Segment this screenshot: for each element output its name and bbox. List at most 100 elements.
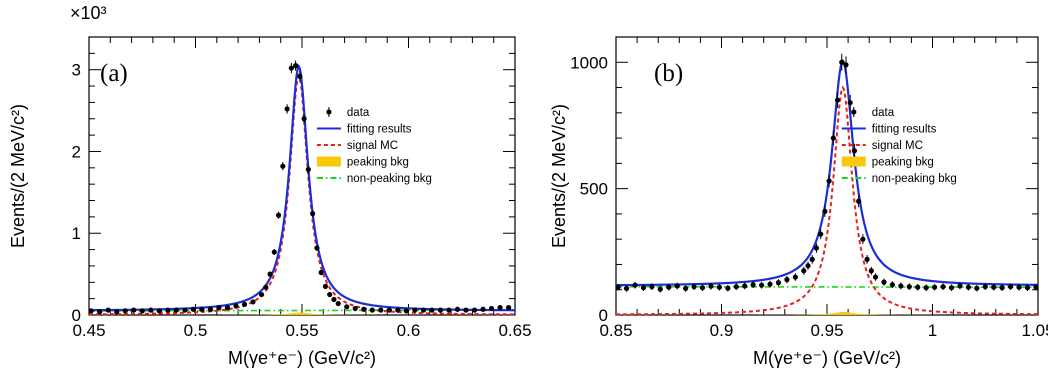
x-tick-label: 0.6 [397,321,421,340]
data-point [352,305,358,312]
data-point [88,308,94,314]
data-point [999,285,1005,291]
data-point [615,284,621,290]
data-point [839,59,845,65]
panel-label-a: (a) [100,60,128,87]
data-point [139,308,145,314]
panel-label-b: (b) [654,60,683,87]
legend-label: non-peaking bkg [872,173,957,185]
data-point [725,285,731,291]
x-tick-label: 0.65 [498,321,531,340]
data-point [173,307,179,313]
tick-labels-b: 0.85 0.9 0.95 1 1.05 0 500 1000 [570,53,1048,340]
signal-mc-line [89,73,515,316]
data-point [97,309,103,315]
x-tick-label: 0.45 [72,321,105,340]
data-point [207,306,214,312]
data-point [957,283,963,289]
data-point [674,283,680,289]
y-tick-label: 1000 [570,53,608,72]
data-point [830,135,836,141]
data-point [864,256,870,262]
y-axis-label-b: Events/(2 MeV/c²) [549,104,569,248]
data-point [335,300,341,307]
legend-label: non-peaking bkg [347,173,432,185]
data-point [216,305,222,311]
data-point [851,148,858,154]
data-point [843,62,849,68]
data-point [991,284,997,290]
data-point [872,274,879,280]
data-point [301,116,307,122]
data-point [881,279,887,285]
peaking-bkg-area [616,311,1038,315]
data-point [263,284,269,290]
data-point [454,306,461,312]
plot-area-a [88,60,516,316]
data-point [733,284,739,290]
y-tick-label: 1 [72,224,81,243]
data-point [305,166,311,173]
panel-a: 0.45 0.5 0.55 0.6 0.65 0 1 2 3 ×10³ (a) M(γe⁺e⁻)… [8,3,532,368]
data-point [809,256,815,262]
x-axis-label-a: M(γe⁺e⁻) (GeV/c²) [228,348,376,368]
tick-labels-a: 0.45 0.5 0.55 0.6 0.65 0 1 2 3 [72,61,532,340]
data-point [818,231,824,237]
data-point [105,307,111,313]
data-point [708,283,714,289]
fitting-results-line [615,59,1039,287]
y-tick-label: 500 [580,180,608,199]
data-point [122,308,128,314]
data-point [965,284,971,290]
data-point [288,65,294,71]
legend-label: fitting results [347,124,412,136]
data-point [446,307,452,313]
x-tick-label: 0.5 [184,321,208,340]
data-point [429,307,435,313]
x-tick-label: 0.85 [599,321,632,340]
x-axis-label-b: M(γe⁺e⁻) (GeV/c²) [753,348,901,368]
data-point [716,284,722,290]
data-point [182,307,188,313]
tick-marks-a [88,36,516,316]
data-point [940,284,946,290]
data-point [826,178,832,184]
peaking-bkg-area [89,312,515,315]
data-point [847,100,853,106]
legend-label: peaking bkg [872,157,934,169]
data-point [267,271,273,277]
data-point [805,263,811,269]
legend-label: data [347,107,370,119]
data-point [868,268,874,274]
data-point [683,285,689,292]
data-point [148,307,154,313]
data-point [327,291,333,298]
data-point [974,285,980,291]
data-point [463,307,469,313]
x-tick-label: 1 [928,321,937,340]
panel-b: 0.85 0.9 0.95 1 1.05 0 500 1000 (b) M(γe⁺e⁻) (G… [549,36,1048,368]
data-point [1024,285,1031,291]
data-point [241,301,248,307]
data-point [906,284,912,290]
data-point [250,299,256,305]
data-point [378,307,384,313]
data-point [310,211,316,217]
legend-swatch-peaking [841,156,866,167]
data-point [758,282,765,288]
x-tick-label: 1.05 [1021,321,1048,340]
data-point [742,283,748,289]
data-point [898,283,904,289]
data-point [657,286,663,292]
data-point [190,306,196,312]
data-point [156,308,162,314]
data-point [165,307,171,313]
data-point [344,304,350,310]
data-point [1007,284,1014,290]
data-point [275,212,282,218]
data-point [822,208,828,214]
data-point [813,245,820,251]
y-tick-label: 0 [72,306,81,325]
legend-b: data fitting results signal MC peaking bkg n… [841,107,957,185]
